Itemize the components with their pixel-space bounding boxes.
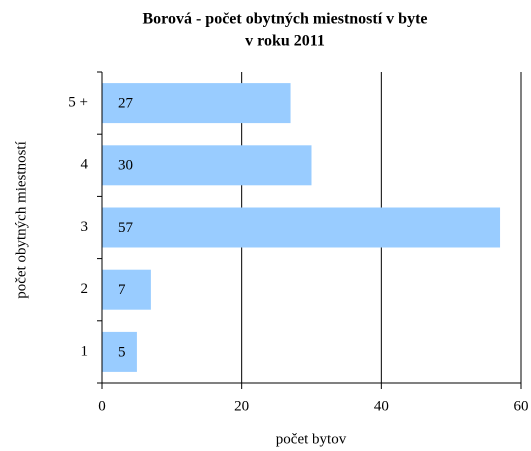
y-tick-label: 3 — [81, 219, 89, 235]
data-label: 27 — [118, 96, 134, 112]
y-tick-label: 4 — [81, 157, 89, 173]
chart-title: v roku 2011 — [245, 33, 325, 50]
y-axis-label: počet obytných miestností — [13, 141, 29, 298]
y-tick-label: 1 — [81, 343, 89, 359]
data-label: 7 — [118, 282, 126, 298]
y-tick-label: 5 + — [68, 95, 88, 111]
x-axis-label: počet bytov — [276, 431, 347, 447]
x-tick-label: 60 — [514, 398, 529, 414]
chart-title: Borová - počet obytných miestností v byt… — [142, 11, 427, 28]
bar — [102, 145, 312, 186]
x-tick-label: 40 — [374, 398, 389, 414]
y-tick-label: 2 — [81, 281, 89, 297]
data-label: 5 — [118, 344, 126, 360]
bar — [102, 331, 137, 372]
x-tick-label: 20 — [234, 398, 249, 414]
data-label: 30 — [118, 158, 133, 174]
bar — [102, 83, 291, 124]
bar — [102, 207, 501, 248]
data-label: 57 — [118, 220, 134, 236]
x-tick-label: 0 — [98, 398, 106, 414]
bar — [102, 269, 151, 310]
